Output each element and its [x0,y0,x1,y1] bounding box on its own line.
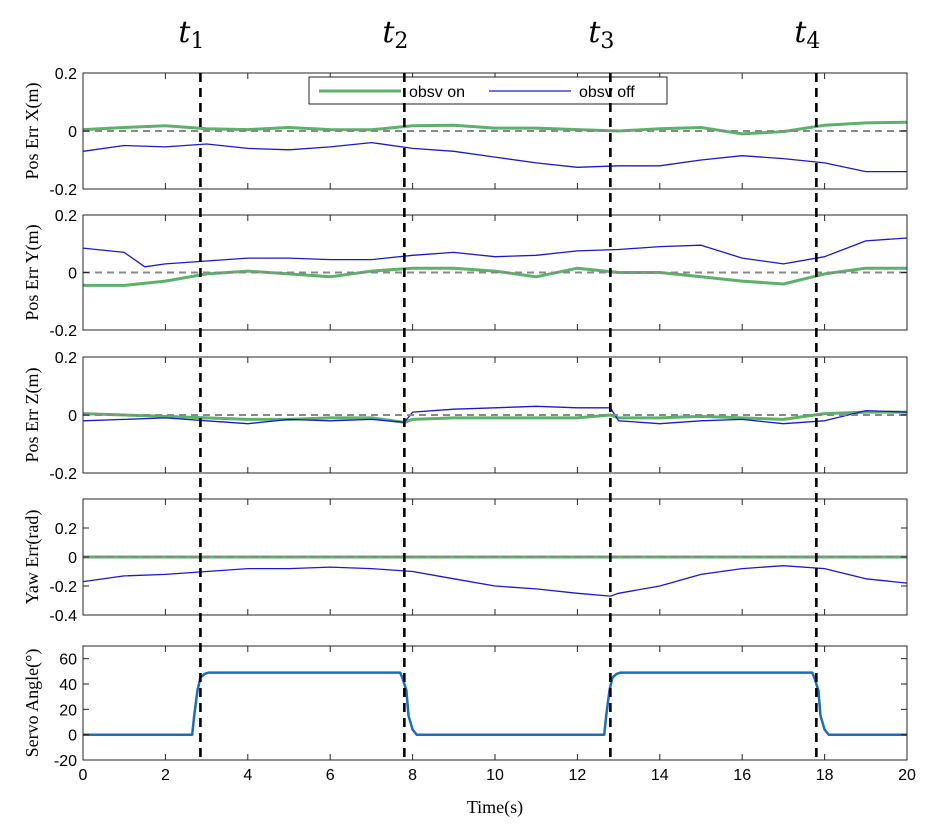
y-axis-label: Pos Err X(m) [22,83,43,180]
y-tick-label: 0 [68,408,77,425]
series-group [83,555,907,597]
series-line-obsv-off [83,405,907,425]
y-axis-label: Pos Err Y(m) [22,224,43,320]
time-marker-label-2: t2 [382,15,408,54]
y-tick-label: -0.2 [49,466,77,483]
chart-panel-3: -0.2 0 0.2 Pos Err Z(m) [22,350,908,483]
y-tick-label: -20 [54,753,77,770]
series-line-obsv-off [83,141,907,173]
chart-panel-1: -0.2 0 0.2 Pos Err X(m) obsv on obsv off [22,66,908,199]
series-line-servo [83,671,907,736]
series-group [83,120,907,173]
x-tick-label: 4 [243,767,252,784]
chart-panel-4: -0.4 -0.2 0 0.2 Yaw Err(rad) [22,498,908,625]
y-tick-label: -0.4 [49,608,77,625]
series-line-obsv-off [83,565,907,597]
y-tick-label: 0 [68,550,77,567]
y-tick-label: 0 [68,266,77,283]
time-marker-base: t [794,15,807,50]
y-tick-label: 0 [68,728,77,745]
y-axis-label: Pos Err Z(m) [22,368,43,463]
x-tick-label: 0 [79,767,88,784]
legend: obsv on obsv off [308,76,668,105]
legend-label-obsv-off: obsv off [579,84,635,101]
legend-label-obsv-on: obsv on [409,84,465,101]
series-group [83,237,907,287]
time-marker-label-4: t4 [794,15,820,54]
time-marker-base: t [588,15,601,50]
y-tick-label: -0.2 [49,579,77,596]
x-axis-label: Time(s) [467,797,523,818]
series-group [83,671,907,736]
x-tick-label: 6 [326,767,335,784]
x-tick-label: 12 [569,767,587,784]
y-tick-label: 0.2 [55,208,77,225]
time-marker-subscript: 4 [806,29,820,54]
time-marker-base: t [178,15,191,50]
series-line-obsv-on [83,410,907,424]
y-tick-label: 20 [59,702,77,719]
y-tick-label: 60 [59,652,77,669]
axes-frame [82,645,908,761]
y-tick-label: 0.2 [55,66,77,83]
series-group [83,405,907,425]
y-tick-label: 0 [68,124,77,141]
x-tick-label: 10 [486,767,504,784]
y-tick-label: 0.2 [55,350,77,367]
y-axis-label: Yaw Err(rad) [22,510,43,605]
chart-panel-2: -0.2 0 0.2 Pos Err Y(m) [22,208,908,340]
x-tick-label: 18 [816,767,834,784]
time-marker-label-1: t1 [178,15,204,54]
y-tick-label: 0.2 [55,521,77,538]
time-marker-label-3: t3 [588,15,614,54]
y-axis-label: Servo Angle(°) [22,649,43,758]
x-tick-label: 16 [733,767,751,784]
x-tick-label: 2 [161,767,170,784]
time-marker-subscript: 2 [394,29,408,54]
time-marker-subscript: 3 [600,29,614,54]
x-tick-label: 20 [898,767,916,784]
time-marker-subscript: 1 [190,29,204,54]
series-line-obsv-on [83,120,907,136]
series-line-obsv-on [83,266,907,287]
time-marker-base: t [382,15,395,50]
x-tick-label: 8 [408,767,417,784]
y-tick-label: -0.2 [49,182,77,199]
x-tick-label: 14 [651,767,669,784]
series-line-obsv-off [83,237,907,268]
y-tick-label: 40 [59,677,77,694]
y-tick-label: -0.2 [49,323,77,340]
